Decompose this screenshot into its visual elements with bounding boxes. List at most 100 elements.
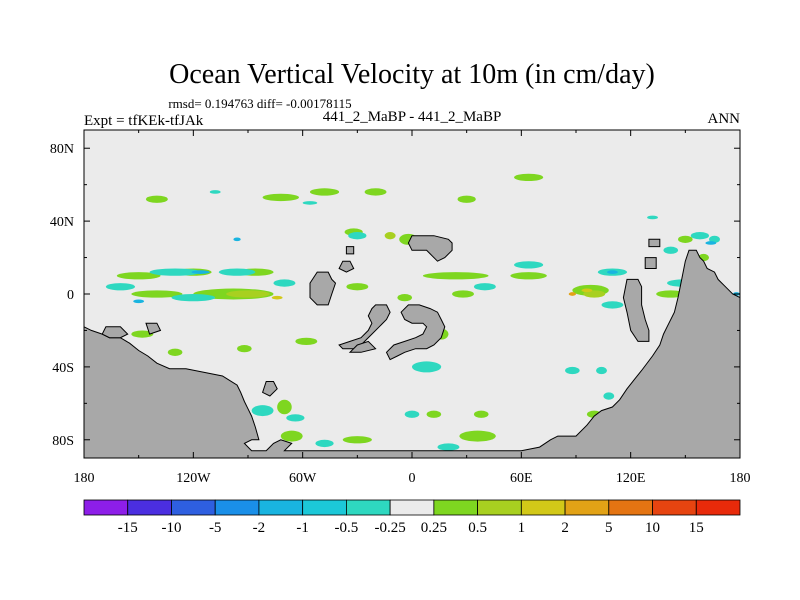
- land-tiny-island-2: [145, 322, 162, 335]
- map-plot-area: [83, 129, 741, 459]
- anomaly-patch: [384, 232, 396, 240]
- colorbar-swatch: [520, 499, 566, 516]
- left-label: Expt = tfKEk-tfJAk: [84, 113, 204, 129]
- anomaly-patch: [149, 268, 201, 276]
- colorbar-label: 5: [605, 520, 613, 536]
- x-tick-label: 120E: [616, 471, 646, 486]
- land-tiny-island-3: [648, 238, 661, 248]
- anomaly-patch: [167, 348, 183, 356]
- anomaly-patch: [397, 294, 413, 302]
- anomaly-patch: [457, 195, 476, 203]
- anomaly-patches-layer: [105, 173, 740, 451]
- anomaly-patch: [663, 246, 679, 254]
- anomaly-patch: [302, 201, 318, 205]
- colorbar-label: 0.5: [468, 520, 487, 536]
- land-tropical-island-b: [338, 260, 355, 273]
- colorbar: -15 -10 -5 -2 -1 -0.5 -0.25 0.25 0.5 1 2 5 10 15: [83, 499, 741, 536]
- colorbar-label: -2: [253, 520, 266, 536]
- land-north-america-west-coast-patch: [101, 326, 129, 339]
- anomaly-patch: [422, 272, 489, 280]
- anomaly-patch: [233, 237, 241, 242]
- anomaly-patch: [271, 295, 283, 300]
- colorbar-swatch: [214, 499, 260, 516]
- land-south-atlantic-s-shape: [385, 304, 446, 361]
- right-label: ANN: [708, 111, 741, 127]
- anomaly-patch: [514, 261, 544, 269]
- y-tick-label: 40S: [52, 361, 74, 376]
- colorbar-label: 10: [645, 520, 660, 536]
- anomaly-patch: [647, 215, 658, 220]
- colorbar-label: -0.5: [335, 520, 359, 536]
- y-tick-label: 40N: [50, 215, 74, 230]
- anomaly-patch: [277, 399, 292, 415]
- colorbar-label: -0.25: [375, 520, 406, 536]
- colorbar-swatch: [608, 499, 653, 516]
- colorbar-label: 0.25: [421, 520, 447, 536]
- anomaly-patch: [348, 232, 367, 240]
- anomaly-patch: [459, 430, 496, 442]
- x-tick-label: 0: [409, 471, 416, 486]
- colorbar-swatch: [564, 499, 610, 516]
- anomaly-patch: [565, 366, 580, 375]
- anomaly-patch: [286, 414, 305, 422]
- colorbar-label: -5: [209, 520, 222, 536]
- anomaly-patch: [473, 283, 496, 291]
- x-axis: 180 120W 60W 0 60E 120E 180: [74, 130, 751, 486]
- colorbar-swatch: [258, 499, 304, 516]
- anomaly-patch: [226, 290, 270, 298]
- x-tick-label: 180: [74, 471, 95, 486]
- colorbar-label: 15: [689, 520, 704, 536]
- y-tick-label: 0: [67, 288, 74, 303]
- anomaly-patch: [105, 283, 136, 291]
- anomaly-patch: [273, 279, 296, 287]
- anomaly-patch: [583, 290, 606, 298]
- anomaly-patch: [678, 235, 693, 243]
- colorbar-swatch: [345, 499, 391, 516]
- land-antarctica-south-america-west: [84, 249, 740, 458]
- anomaly-patch: [251, 405, 274, 417]
- anomaly-patch: [412, 361, 442, 373]
- anomaly-patch: [131, 290, 183, 298]
- x-tick-label: 180: [730, 471, 751, 486]
- y-axis: 80N 40N 0 40S 80S: [50, 142, 740, 449]
- x-tick-label: 120W: [176, 471, 211, 486]
- stats-text: rmsd= 0.194763 diff= -0.00178115: [168, 96, 351, 111]
- anomaly-patch: [145, 195, 168, 203]
- anomaly-patch: [218, 268, 256, 276]
- anomaly-patch: [690, 232, 710, 240]
- x-tick-label: 60W: [289, 471, 317, 486]
- anomaly-patch: [131, 330, 154, 338]
- anomaly-patch: [596, 366, 607, 375]
- anomaly-patch: [295, 337, 318, 346]
- anomaly-patch: [191, 270, 210, 274]
- anomaly-patch: [473, 410, 489, 418]
- colorbar-label: -15: [118, 520, 138, 536]
- land-small-sw-pacific-island: [261, 381, 278, 397]
- anomaly-patch: [171, 294, 216, 302]
- land-layer: [84, 235, 740, 458]
- anomaly-patch: [315, 439, 334, 448]
- colorbar-label: -10: [161, 520, 181, 536]
- land-north-atlantic-island: [407, 235, 453, 262]
- anomaly-patch: [705, 241, 717, 245]
- anomaly-patch: [514, 173, 544, 182]
- land-equatorial-vertical-island: [622, 278, 650, 342]
- land-tiny-island-1: [345, 246, 355, 255]
- y-tick-label: 80N: [50, 142, 74, 157]
- colorbar-swatch: [695, 499, 741, 516]
- anomaly-patch: [346, 283, 369, 291]
- colorbar-label: 2: [561, 520, 569, 536]
- anomaly-patch: [116, 272, 161, 280]
- anomaly-patch: [568, 292, 576, 296]
- chart-title: Ocean Vertical Velocity at 10m (in cm/da…: [169, 59, 655, 90]
- colorbar-swatch: [302, 499, 347, 516]
- colorbar-swatch: [171, 499, 216, 516]
- x-tick-label: 60E: [510, 471, 533, 486]
- land-east-atlantic-wedge: [348, 340, 377, 353]
- anomaly-patch: [342, 436, 372, 444]
- colorbar-label: -1: [296, 520, 309, 536]
- anomaly-patch: [280, 430, 303, 442]
- anomaly-patch: [364, 188, 387, 196]
- colorbar-swatch: [652, 499, 697, 516]
